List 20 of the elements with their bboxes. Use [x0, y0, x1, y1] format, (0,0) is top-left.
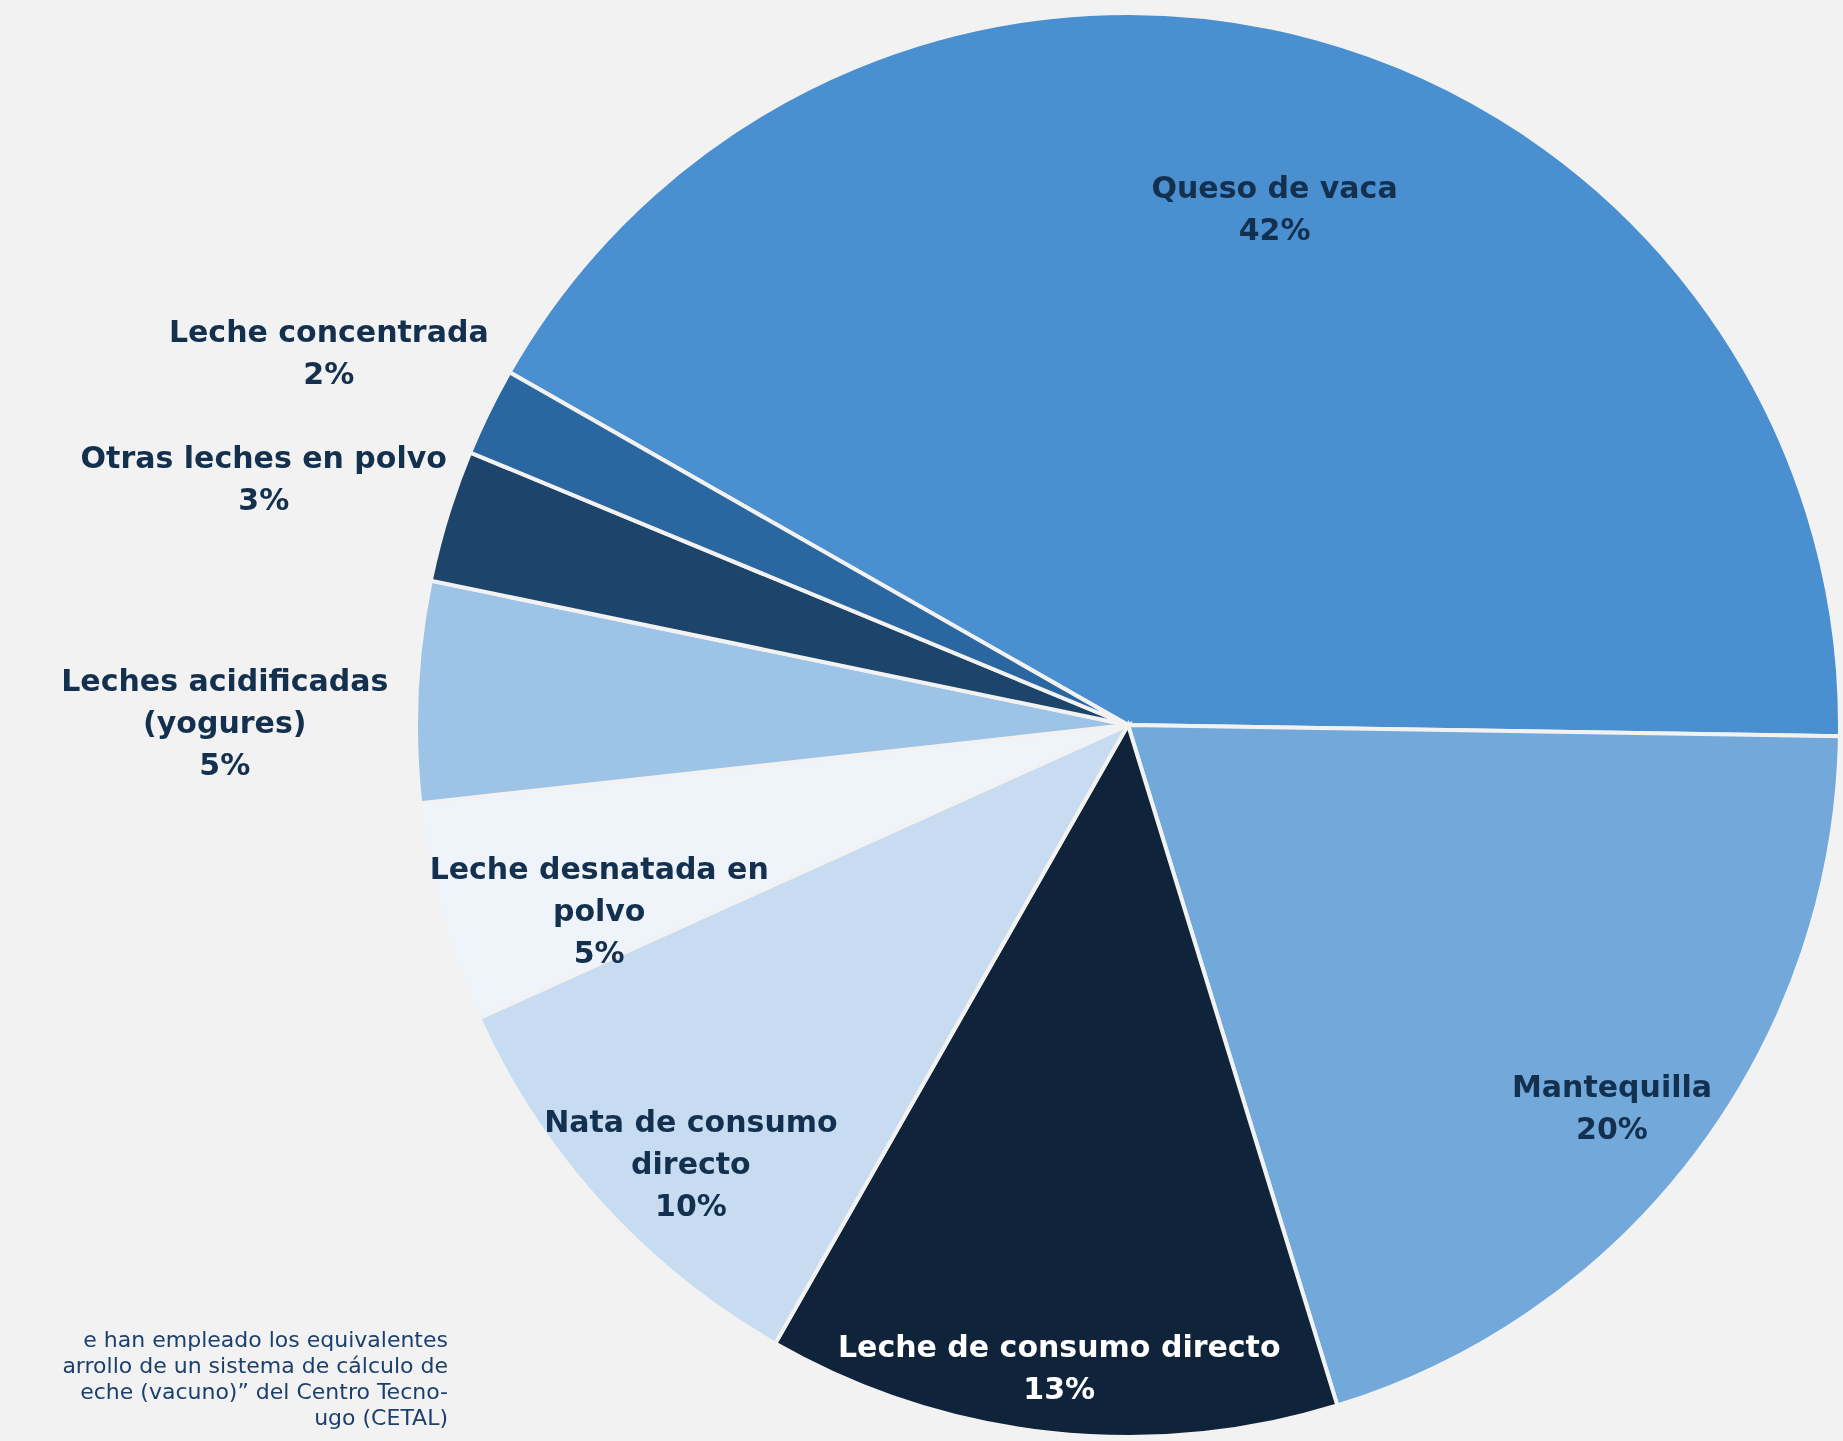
text: eche (vacuno)” del Centro Tecno- — [80, 1379, 448, 1404]
slice-label: Leche desnatada en polvo — [429, 850, 769, 928]
slice-label: Leches acidificadas (yogures) — [61, 663, 389, 741]
data-label: 20% — [1576, 1111, 1648, 1147]
slice-label: Nata de consumo directo — [544, 1103, 838, 1181]
data-label: 13% — [1023, 1370, 1096, 1406]
text: ugo (CETAL) — [314, 1405, 448, 1430]
slice-label: Leche concentrada — [168, 314, 489, 350]
slice-label: Queso de vaca — [1151, 170, 1398, 206]
slice-label: Leche de consumo directo — [837, 1328, 1281, 1364]
data-label: 2% — [303, 356, 355, 392]
slice-label: Otras leches en polvo — [80, 440, 447, 476]
data-label: 5% — [573, 934, 625, 970]
text: e han empleado los equivalentes — [83, 1327, 448, 1352]
data-label: 10% — [655, 1187, 727, 1223]
data-label: 5% — [199, 747, 251, 783]
slice-label: Mantequilla — [1511, 1069, 1713, 1105]
data-label: 42% — [1238, 212, 1311, 248]
text: arrollo de un sistema de cálculo de — [62, 1353, 448, 1378]
data-label: 3% — [238, 482, 290, 518]
